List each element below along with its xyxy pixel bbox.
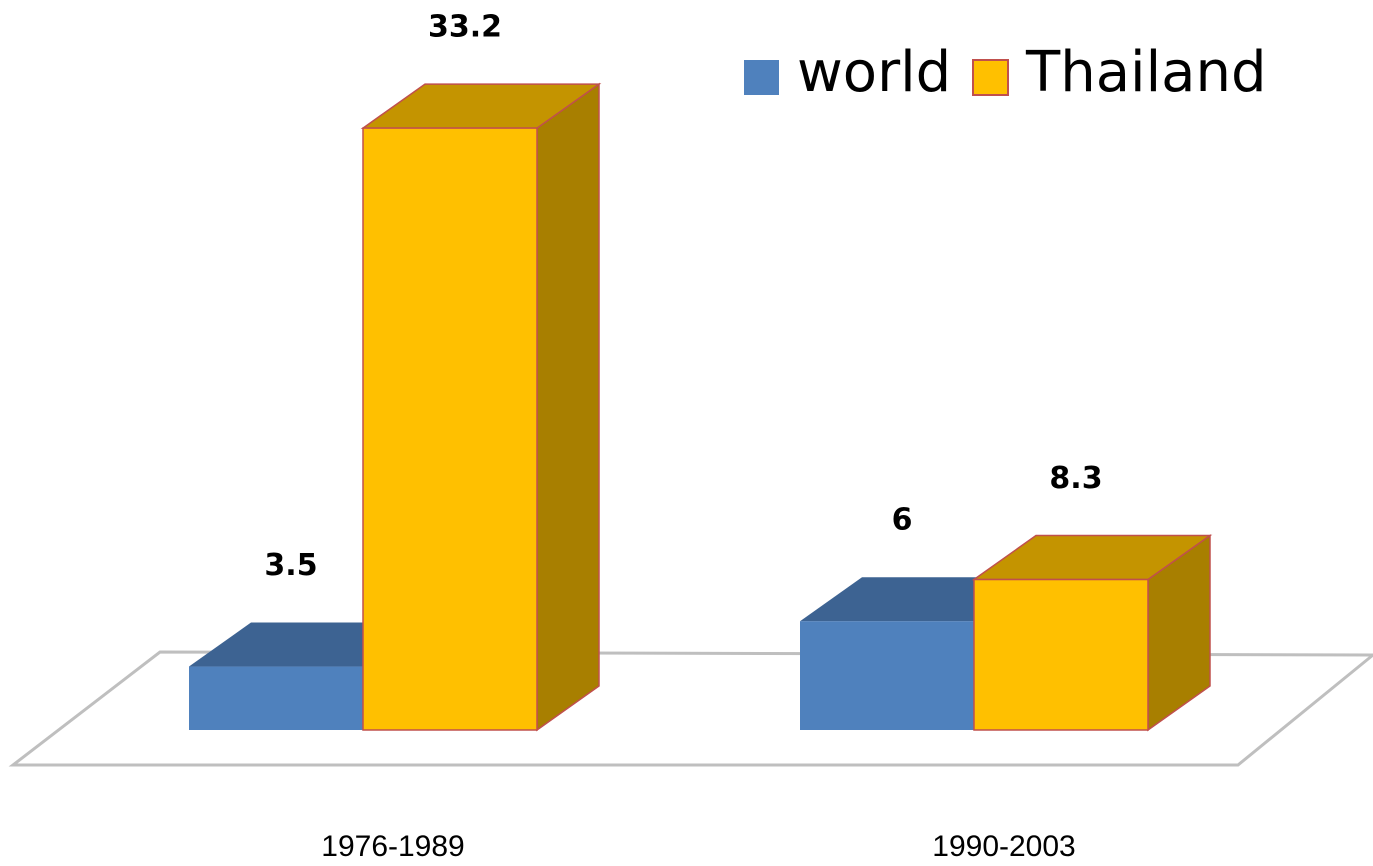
bar bbox=[189, 666, 363, 730]
x-tick-label: 1976-1989 bbox=[321, 830, 464, 863]
legend-swatch bbox=[744, 60, 779, 95]
value-label: 8.3 bbox=[1049, 461, 1102, 496]
bar bbox=[800, 621, 974, 730]
x-tick-label: 1990-2003 bbox=[932, 830, 1075, 863]
value-label: 33.2 bbox=[428, 10, 502, 45]
bar-side bbox=[536, 82, 600, 732]
legend-swatch bbox=[972, 59, 1009, 96]
value-label: 3.5 bbox=[264, 548, 317, 583]
bar bbox=[973, 578, 1149, 731]
value-label: 6 bbox=[892, 503, 913, 538]
bar bbox=[362, 127, 538, 731]
legend-label: world bbox=[797, 40, 951, 105]
legend-label: Thailand bbox=[1025, 40, 1267, 105]
